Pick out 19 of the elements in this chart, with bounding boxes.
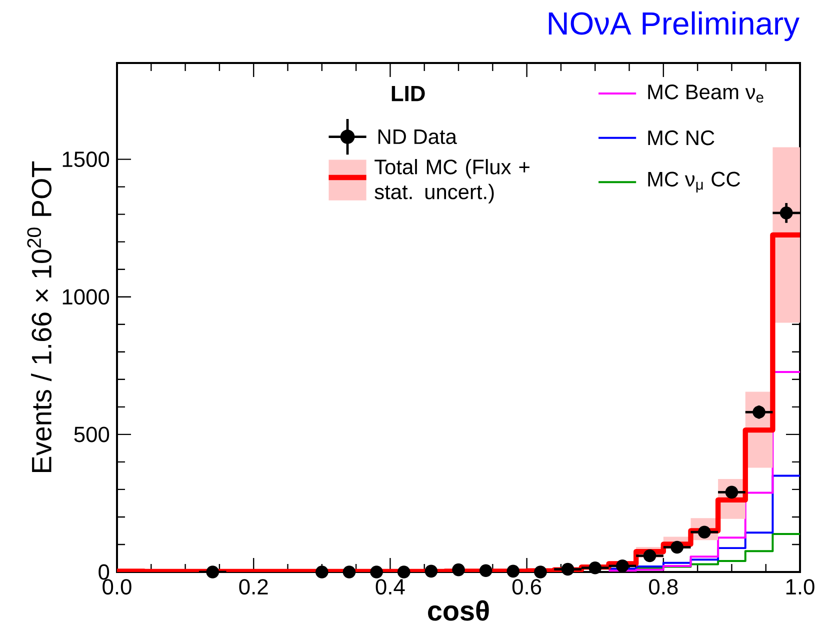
legend-title: LID: [392, 86, 425, 102]
chart-title: NOνA Preliminary: [548, 11, 800, 42]
x-tick-label: 0.0: [102, 579, 132, 595]
legend-label: ND Data: [378, 130, 457, 144]
legend-label: Total MC (Flux + stat. uncert.): [374, 159, 530, 204]
legend-label: MC Beam ν$_{e}$: [648, 84, 764, 103]
x-tick-label: 0.6: [512, 579, 542, 595]
y-tick-label: 500: [74, 426, 110, 442]
y-tick-label: 0: [98, 564, 110, 580]
x-tick-label: 0.2: [239, 579, 268, 595]
x-tick-label: 0.8: [649, 579, 678, 595]
legend-label: MC NC: [648, 130, 714, 146]
x-axis-title: cosθ: [428, 600, 489, 621]
y-tick-label: 1500: [62, 152, 110, 168]
y-tick-label: 1000: [62, 289, 110, 305]
x-tick-label: 0.4: [376, 579, 405, 595]
x-tick-label: 1.0: [786, 579, 814, 595]
legend-label: MC ν$_{μ}$ CC: [648, 172, 740, 192]
y-axis-title: Events / 1.66 × 10$^{20}$ POT: [27, 161, 52, 472]
